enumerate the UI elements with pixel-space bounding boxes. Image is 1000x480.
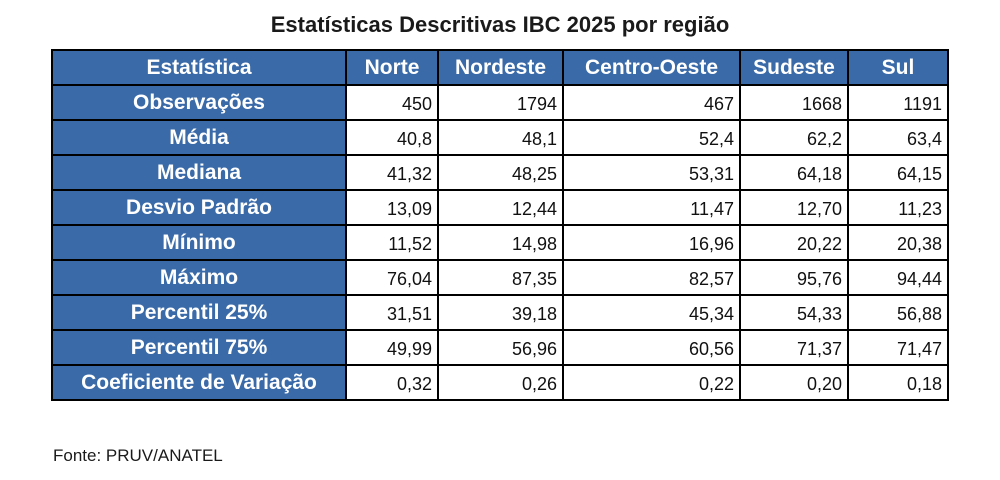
cell-value: 41,32 [345,154,439,191]
row-label: Média [51,119,347,156]
cell-value: 1668 [739,84,849,121]
cell-value: 467 [562,84,741,121]
table-row: Média 40,8 48,1 52,4 62,2 63,4 [51,119,949,156]
table-row: Observações 450 1794 467 1668 1191 [51,84,949,121]
cell-value: 14,98 [437,224,564,261]
cell-value: 12,44 [437,189,564,226]
header-cell-nordeste: Nordeste [437,49,564,86]
cell-value: 12,70 [739,189,849,226]
table-row: Percentil 75% 49,99 56,96 60,56 71,37 71… [51,329,949,366]
cell-value: 63,4 [847,119,949,156]
row-label: Coeficiente de Variação [51,364,347,401]
cell-value: 64,15 [847,154,949,191]
table-row: Máximo 76,04 87,35 82,57 95,76 94,44 [51,259,949,296]
cell-value: 53,31 [562,154,741,191]
cell-value: 76,04 [345,259,439,296]
cell-value: 0,22 [562,364,741,401]
header-cell-sul: Sul [847,49,949,86]
table-row: Coeficiente de Variação 0,32 0,26 0,22 0… [51,364,949,401]
row-label: Observações [51,84,347,121]
cell-value: 16,96 [562,224,741,261]
stats-table: Estatística Norte Nordeste Centro-Oeste … [51,49,949,401]
cell-value: 13,09 [345,189,439,226]
cell-value: 11,47 [562,189,741,226]
table-row: Mínimo 11,52 14,98 16,96 20,22 20,38 [51,224,949,261]
cell-value: 56,96 [437,329,564,366]
cell-value: 60,56 [562,329,741,366]
cell-value: 0,18 [847,364,949,401]
cell-value: 45,34 [562,294,741,331]
cell-value: 48,1 [437,119,564,156]
header-cell-estatistica: Estatística [51,49,347,86]
row-label: Desvio Padrão [51,189,347,226]
cell-value: 1794 [437,84,564,121]
cell-value: 64,18 [739,154,849,191]
row-label: Percentil 75% [51,329,347,366]
cell-value: 82,57 [562,259,741,296]
cell-value: 1191 [847,84,949,121]
source-note: Fonte: PRUV/ANATEL [53,446,223,465]
cell-value: 11,52 [345,224,439,261]
table-row: Percentil 25% 31,51 39,18 45,34 54,33 56… [51,294,949,331]
cell-value: 0,26 [437,364,564,401]
cell-value: 40,8 [345,119,439,156]
row-label: Mínimo [51,224,347,261]
cell-value: 54,33 [739,294,849,331]
header-cell-norte: Norte [345,49,439,86]
cell-value: 20,38 [847,224,949,261]
row-label: Mediana [51,154,347,191]
cell-value: 20,22 [739,224,849,261]
cell-value: 0,20 [739,364,849,401]
cell-value: 87,35 [437,259,564,296]
cell-value: 71,37 [739,329,849,366]
cell-value: 11,23 [847,189,949,226]
table-title: Estatísticas Descritivas IBC 2025 por re… [270,12,730,37]
cell-value: 49,99 [345,329,439,366]
cell-value: 31,51 [345,294,439,331]
cell-value: 95,76 [739,259,849,296]
cell-value: 71,47 [847,329,949,366]
cell-value: 39,18 [437,294,564,331]
cell-value: 56,88 [847,294,949,331]
header-cell-centro-oeste: Centro-Oeste [562,49,741,86]
cell-value: 62,2 [739,119,849,156]
cell-value: 52,4 [562,119,741,156]
cell-value: 94,44 [847,259,949,296]
table-row: Desvio Padrão 13,09 12,44 11,47 12,70 11… [51,189,949,226]
table-row: Mediana 41,32 48,25 53,31 64,18 64,15 [51,154,949,191]
cell-value: 48,25 [437,154,564,191]
row-label: Máximo [51,259,347,296]
cell-value: 450 [345,84,439,121]
cell-value: 0,32 [345,364,439,401]
row-label: Percentil 25% [51,294,347,331]
header-row: Estatística Norte Nordeste Centro-Oeste … [51,49,949,86]
header-cell-sudeste: Sudeste [739,49,849,86]
